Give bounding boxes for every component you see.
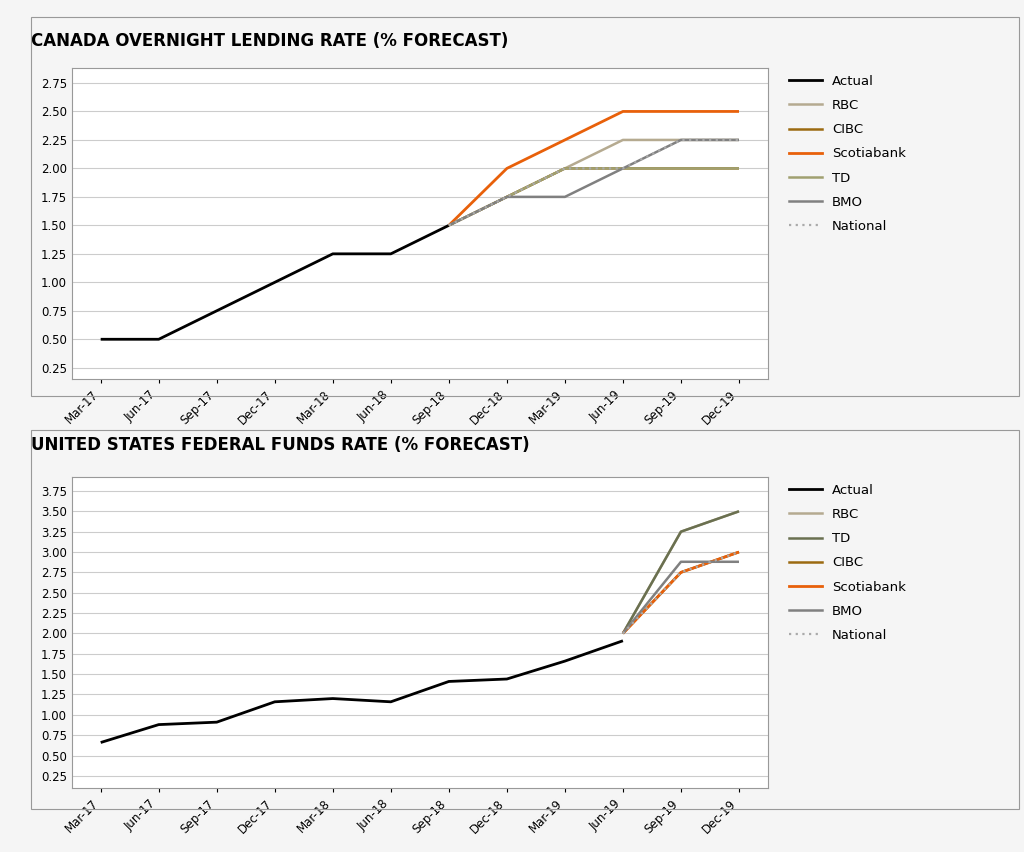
Text: CANADA OVERNIGHT LENDING RATE (% FORECAST): CANADA OVERNIGHT LENDING RATE (% FORECAS…: [31, 32, 508, 50]
Text: UNITED STATES FEDERAL FUNDS RATE (% FORECAST): UNITED STATES FEDERAL FUNDS RATE (% FORE…: [31, 436, 529, 454]
Legend: Actual, RBC, CIBC, Scotiabank, TD, BMO, National: Actual, RBC, CIBC, Scotiabank, TD, BMO, …: [788, 75, 906, 233]
Legend: Actual, RBC, TD, CIBC, Scotiabank, BMO, National: Actual, RBC, TD, CIBC, Scotiabank, BMO, …: [788, 484, 906, 642]
